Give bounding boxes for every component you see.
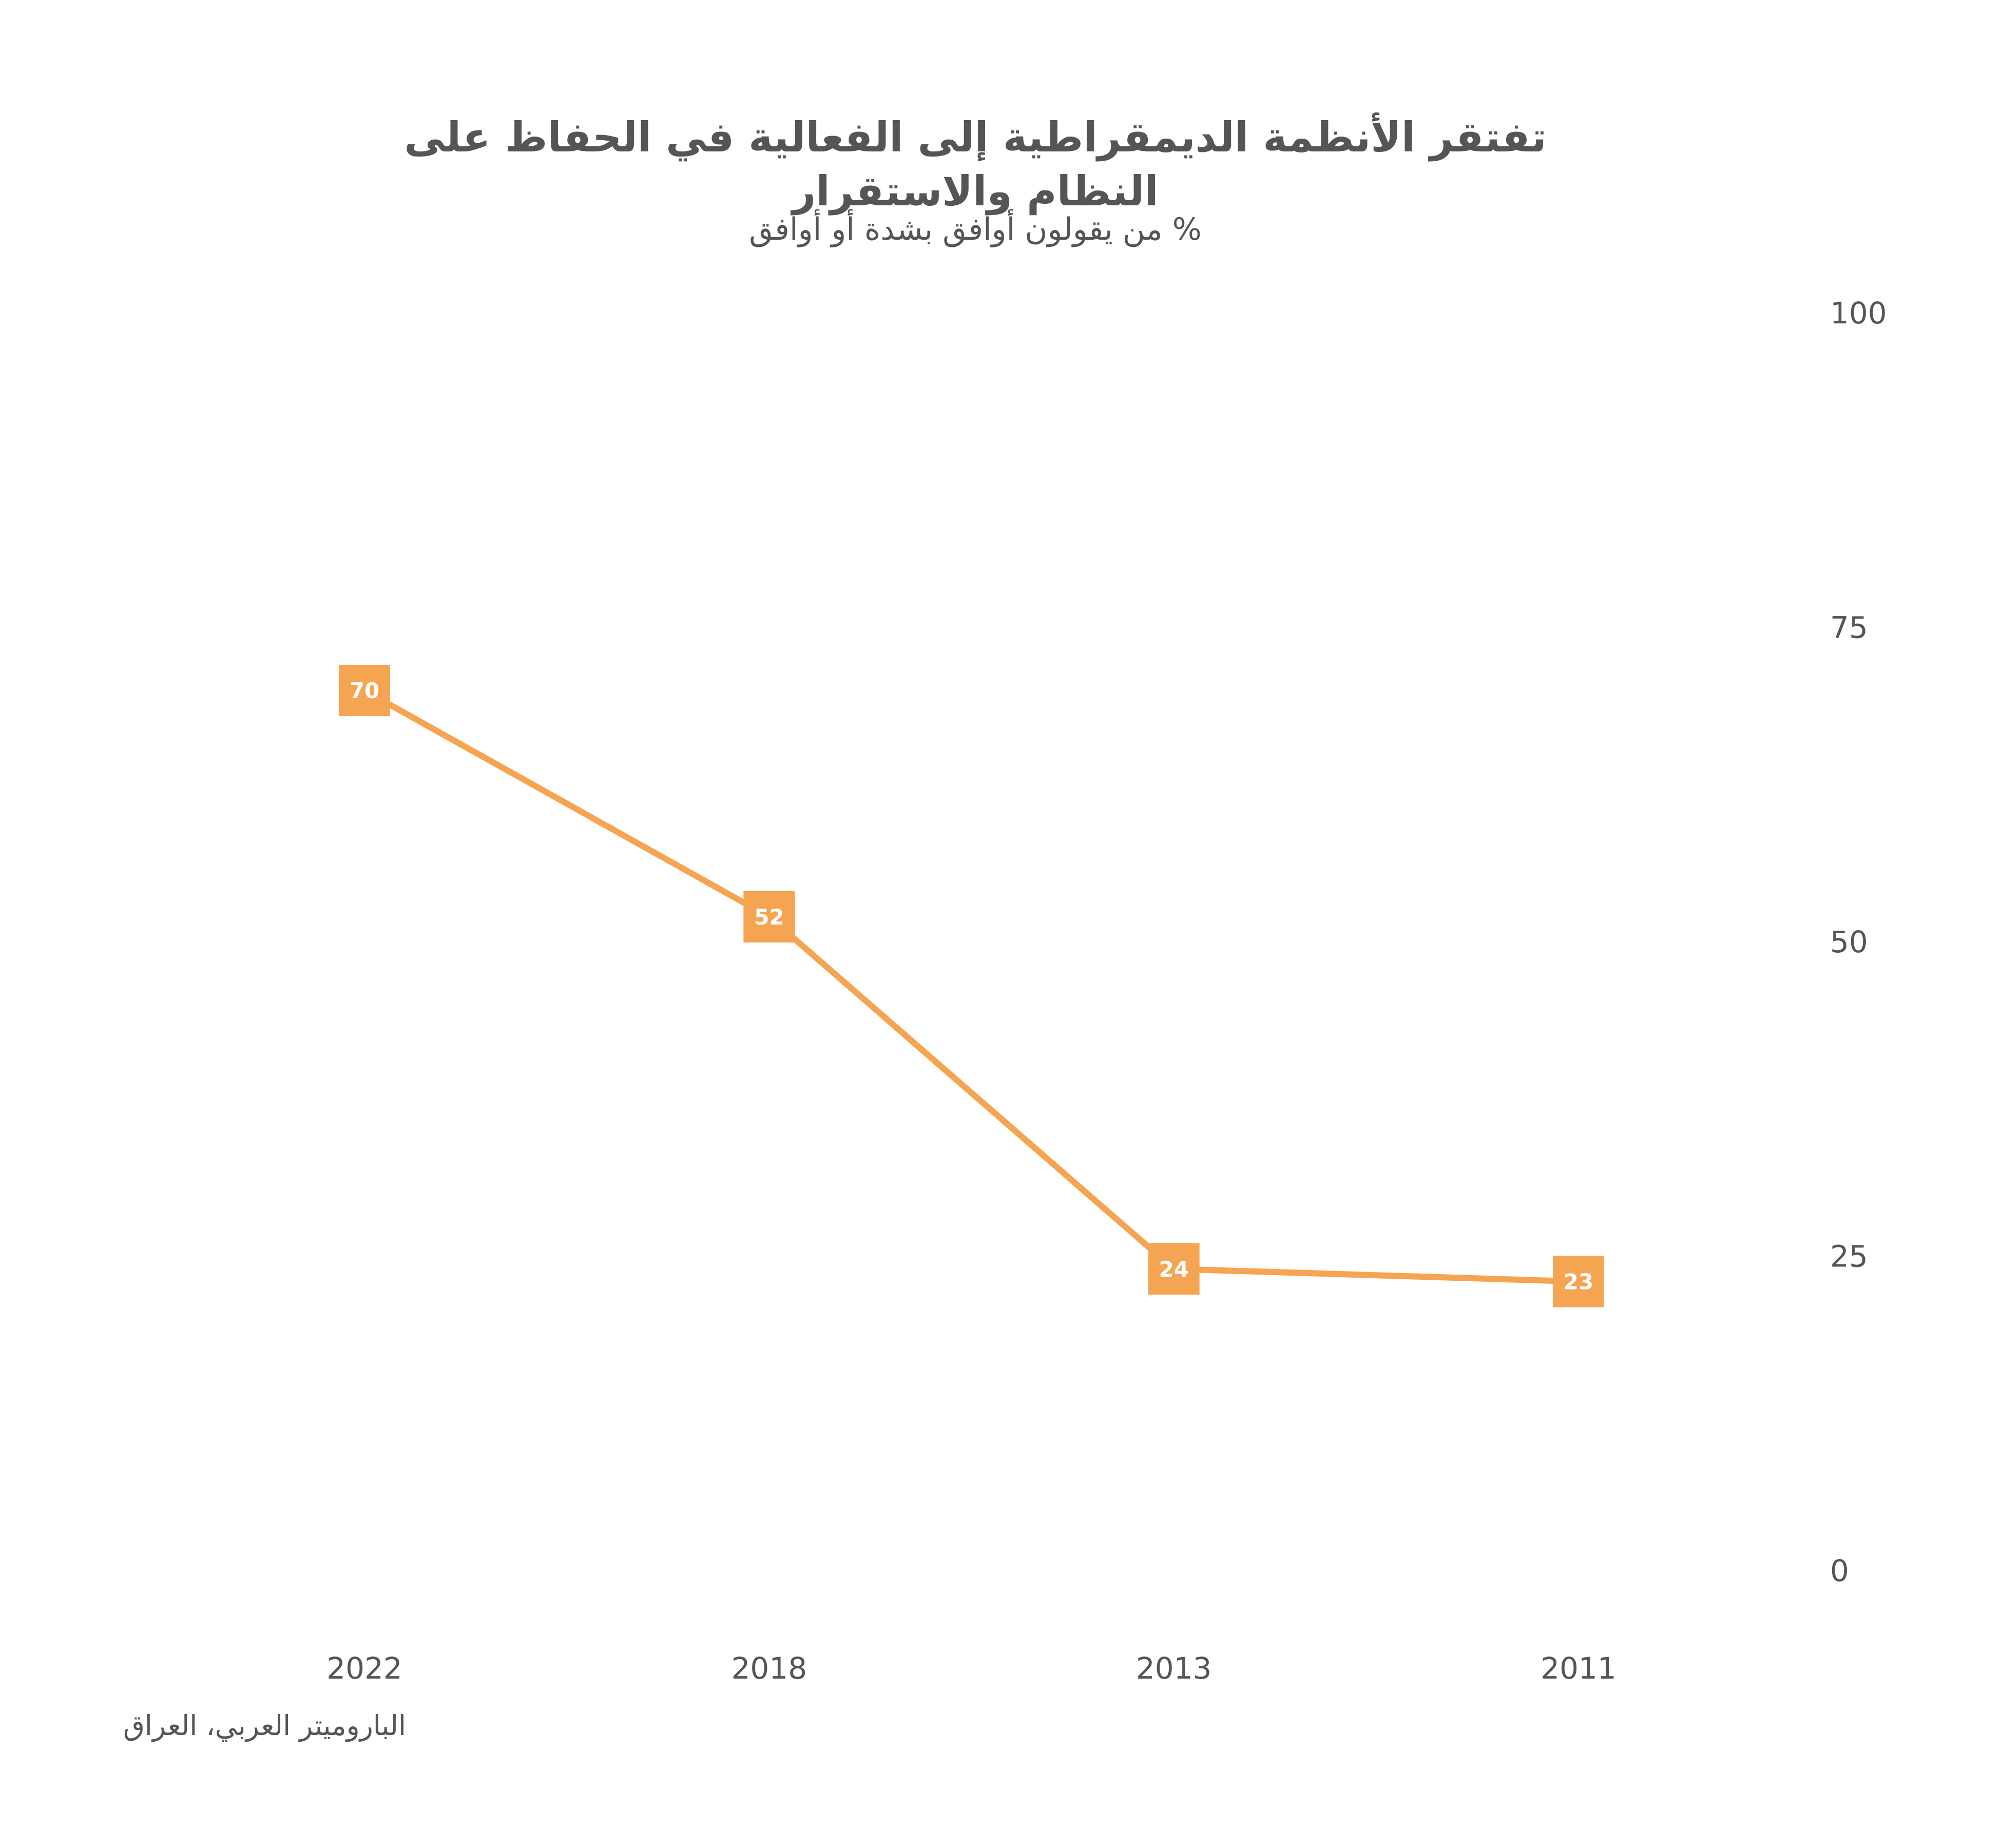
source-note: الباروميتر العربي، العراق	[123, 1709, 406, 1742]
series-line	[361, 687, 1582, 1285]
data-label: 52	[754, 904, 784, 930]
y-tick-label: 75	[1830, 610, 1868, 645]
y-tick-label: 50	[1830, 925, 1868, 959]
x-tick-label: 2013	[1136, 1651, 1212, 1686]
y-tick-label: 25	[1830, 1239, 1868, 1274]
x-tick-label: 2022	[326, 1651, 402, 1686]
data-label: 23	[1564, 1269, 1593, 1295]
chart-title: تفتقر الأنظمة الديمقراطية إلى الفعالية ف…	[404, 113, 1547, 215]
x-tick-label: 2018	[732, 1651, 807, 1686]
data-point-marker	[743, 891, 795, 942]
x-tick-label: 2011	[1541, 1651, 1616, 1686]
data-point-marker	[339, 665, 390, 716]
chart-subtitle: % من يقولون أوافق بشدة أو أوافق	[749, 211, 1202, 247]
data-point-marker	[1148, 1243, 1200, 1295]
data-label: 24	[1159, 1257, 1188, 1282]
y-tick-label: 100	[1830, 296, 1887, 331]
y-tick-label: 0	[1830, 1553, 1849, 1588]
data-label: 70	[350, 678, 379, 703]
data-point-marker	[1553, 1256, 1604, 1307]
